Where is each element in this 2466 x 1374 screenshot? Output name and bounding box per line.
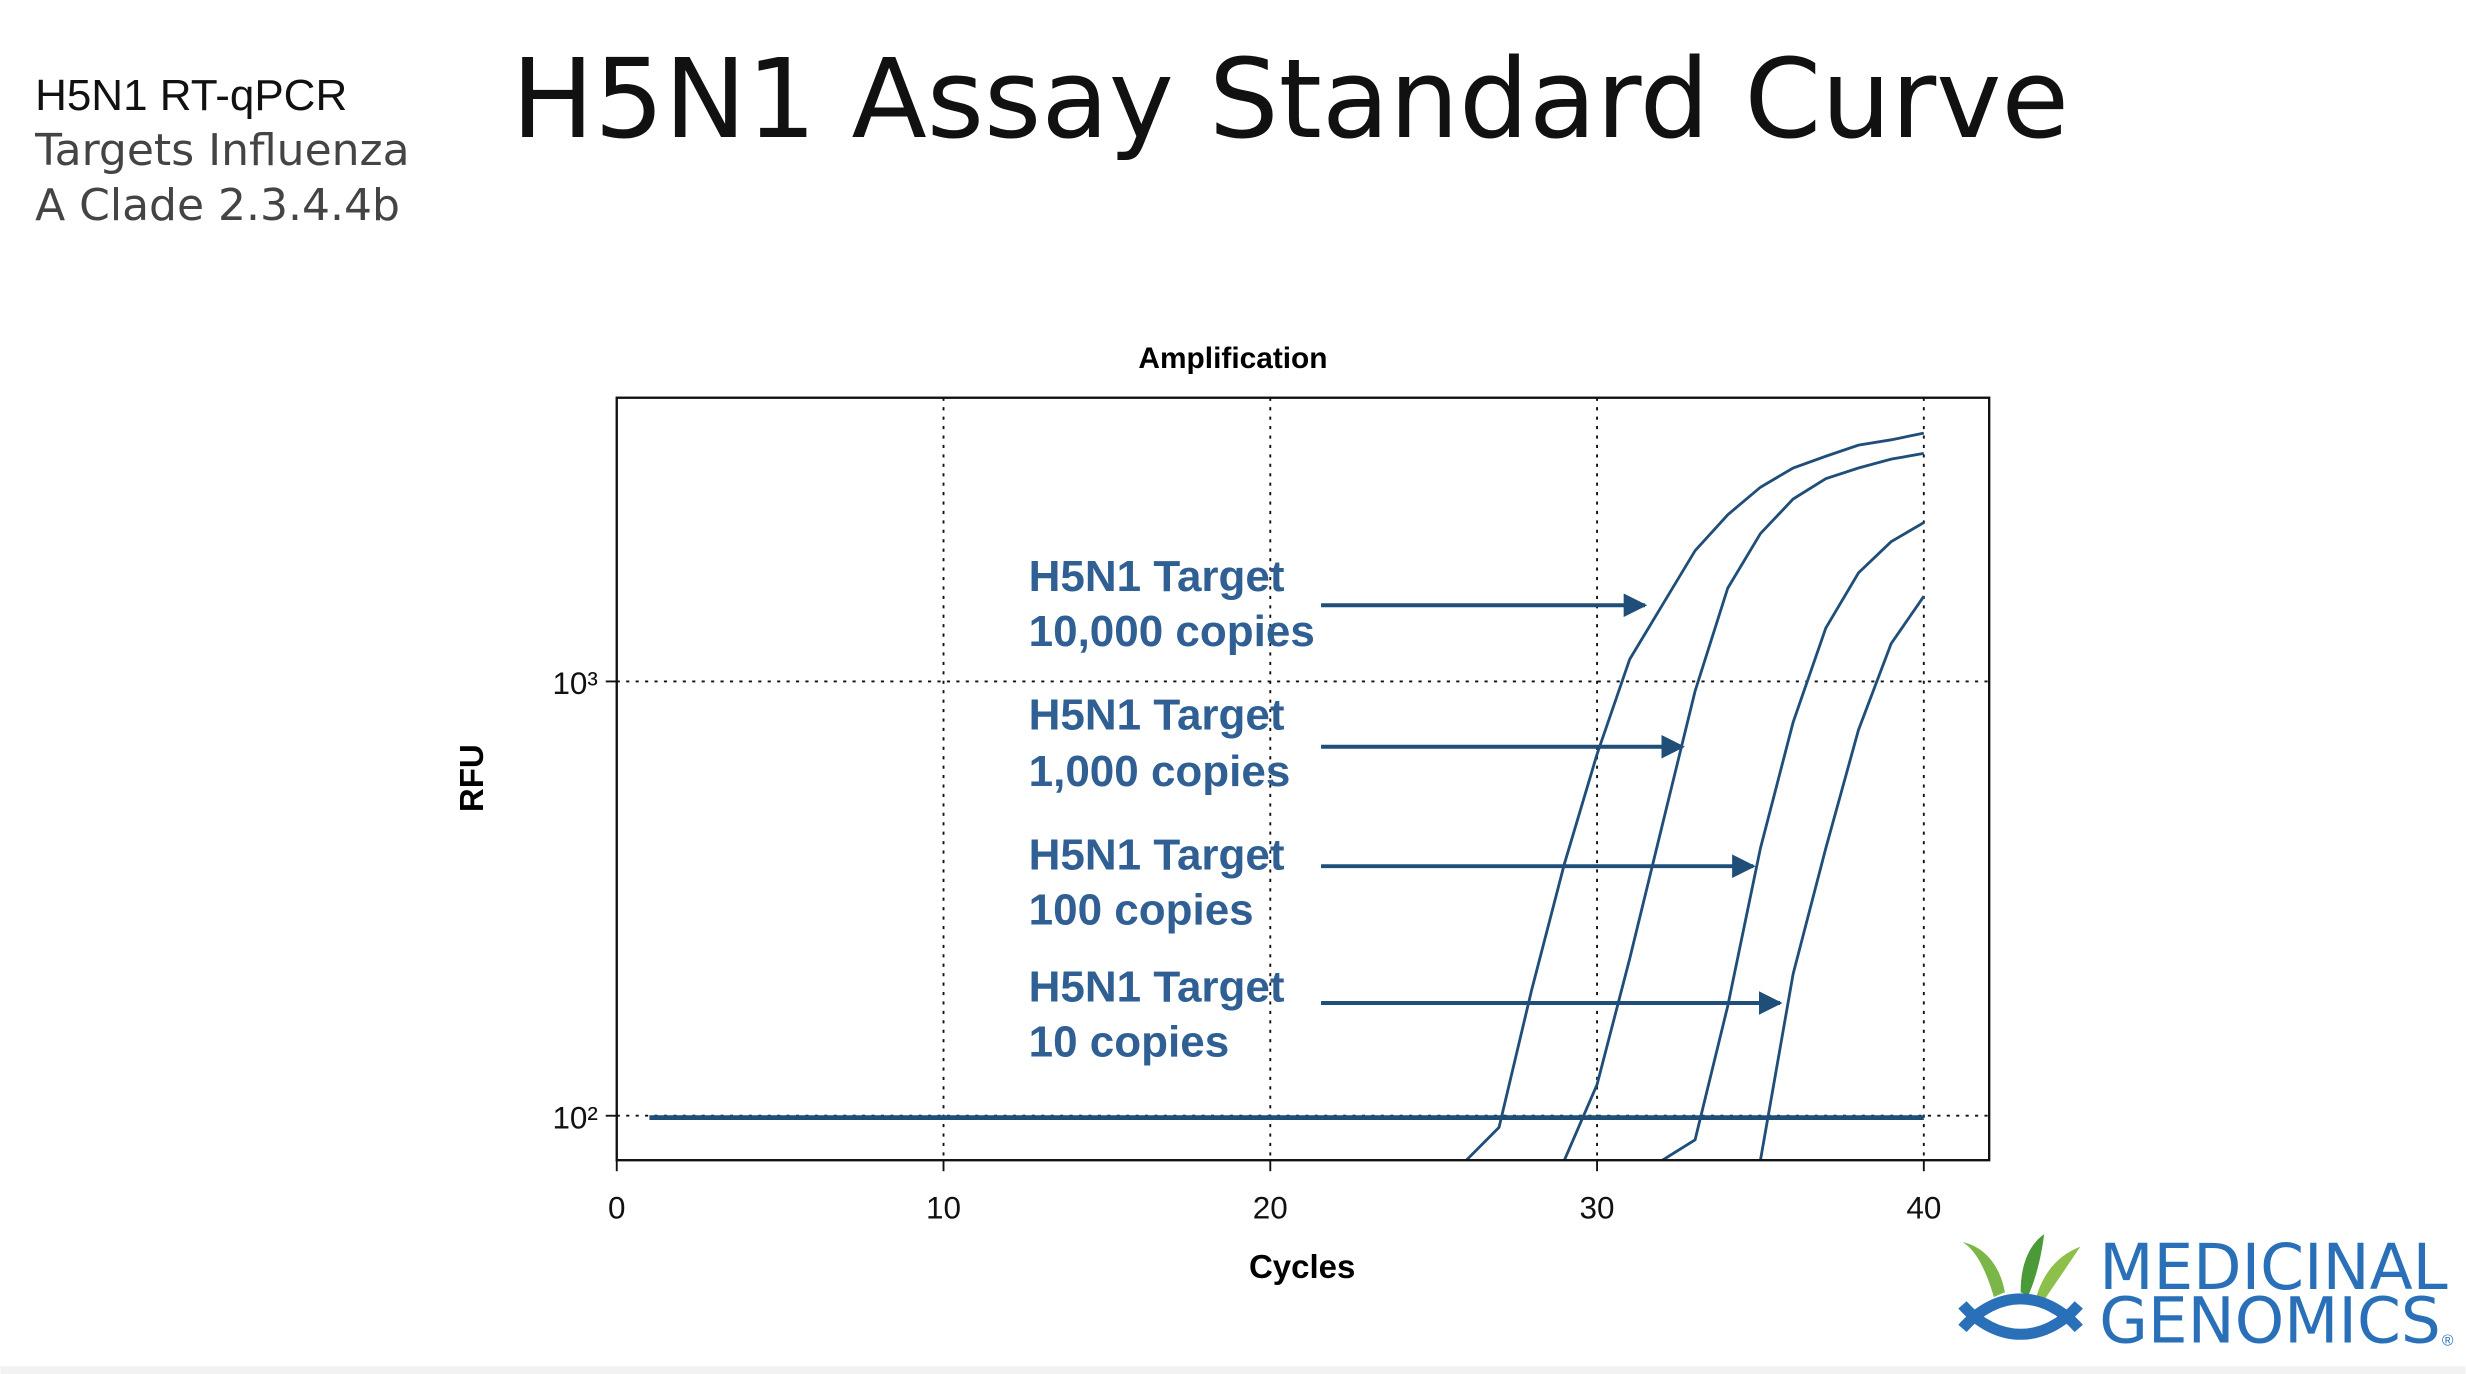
footer-strip [0, 1366, 2466, 1374]
logo-helix [1958, 1293, 2083, 1340]
logo-leaf [2020, 1234, 2045, 1296]
annotation: H5N1 Target [1029, 552, 1285, 601]
annotations: H5N1 Target 10,000 copies H5N1 Target 1,… [1029, 552, 1783, 1066]
logo-mark: ® [2442, 1333, 2454, 1350]
logo-text: MEDICINAL [2099, 1231, 2447, 1304]
series-line [1563, 452, 1925, 1161]
x-tick-label: 0 [608, 1190, 625, 1225]
side-note: H5N1 RT-qPCR [35, 71, 347, 120]
logo: MEDICINAL GENOMICS ® [1958, 1231, 2454, 1358]
logo-text: GENOMICS [2099, 1285, 2441, 1358]
logo-leaf [1962, 1241, 2005, 1297]
y-tick-label: 10² [552, 1100, 597, 1135]
series-line [1465, 431, 1925, 1161]
annotation: 10 copies [1029, 1017, 1230, 1066]
plot-frame [615, 396, 1991, 1162]
annotation: H5N1 Target [1029, 690, 1285, 739]
x-tick-label: 10 [926, 1190, 961, 1225]
y-tick-label: 10³ [552, 666, 597, 701]
x-tick-label: 40 [1906, 1190, 1941, 1225]
x-tick-label: 30 [1580, 1190, 1615, 1225]
x-tick-label: 20 [1253, 1190, 1288, 1225]
side-note: Targets Influenza [34, 125, 410, 176]
annotation: H5N1 Target [1029, 830, 1285, 879]
slide-title: H5N1 Assay Standard Curve [511, 35, 2069, 163]
logo-leaf [2036, 1246, 2081, 1301]
annotation: H5N1 Target [1029, 962, 1285, 1011]
series-line [1759, 595, 1925, 1161]
annotation: 10,000 copies [1029, 607, 1315, 656]
x-axis-label: Cycles [1249, 1248, 1355, 1285]
side-note: A Clade 2.3.4.4b [35, 180, 400, 231]
chart-title: Amplification [1138, 342, 1327, 375]
series-line [1661, 521, 1925, 1161]
plot-area: 0 10 20 30 40 10² 10³ [552, 397, 1990, 1225]
annotation: 1,000 copies [1029, 747, 1291, 796]
annotation: 100 copies [1029, 885, 1254, 934]
y-axis-label: RFU [453, 744, 490, 812]
